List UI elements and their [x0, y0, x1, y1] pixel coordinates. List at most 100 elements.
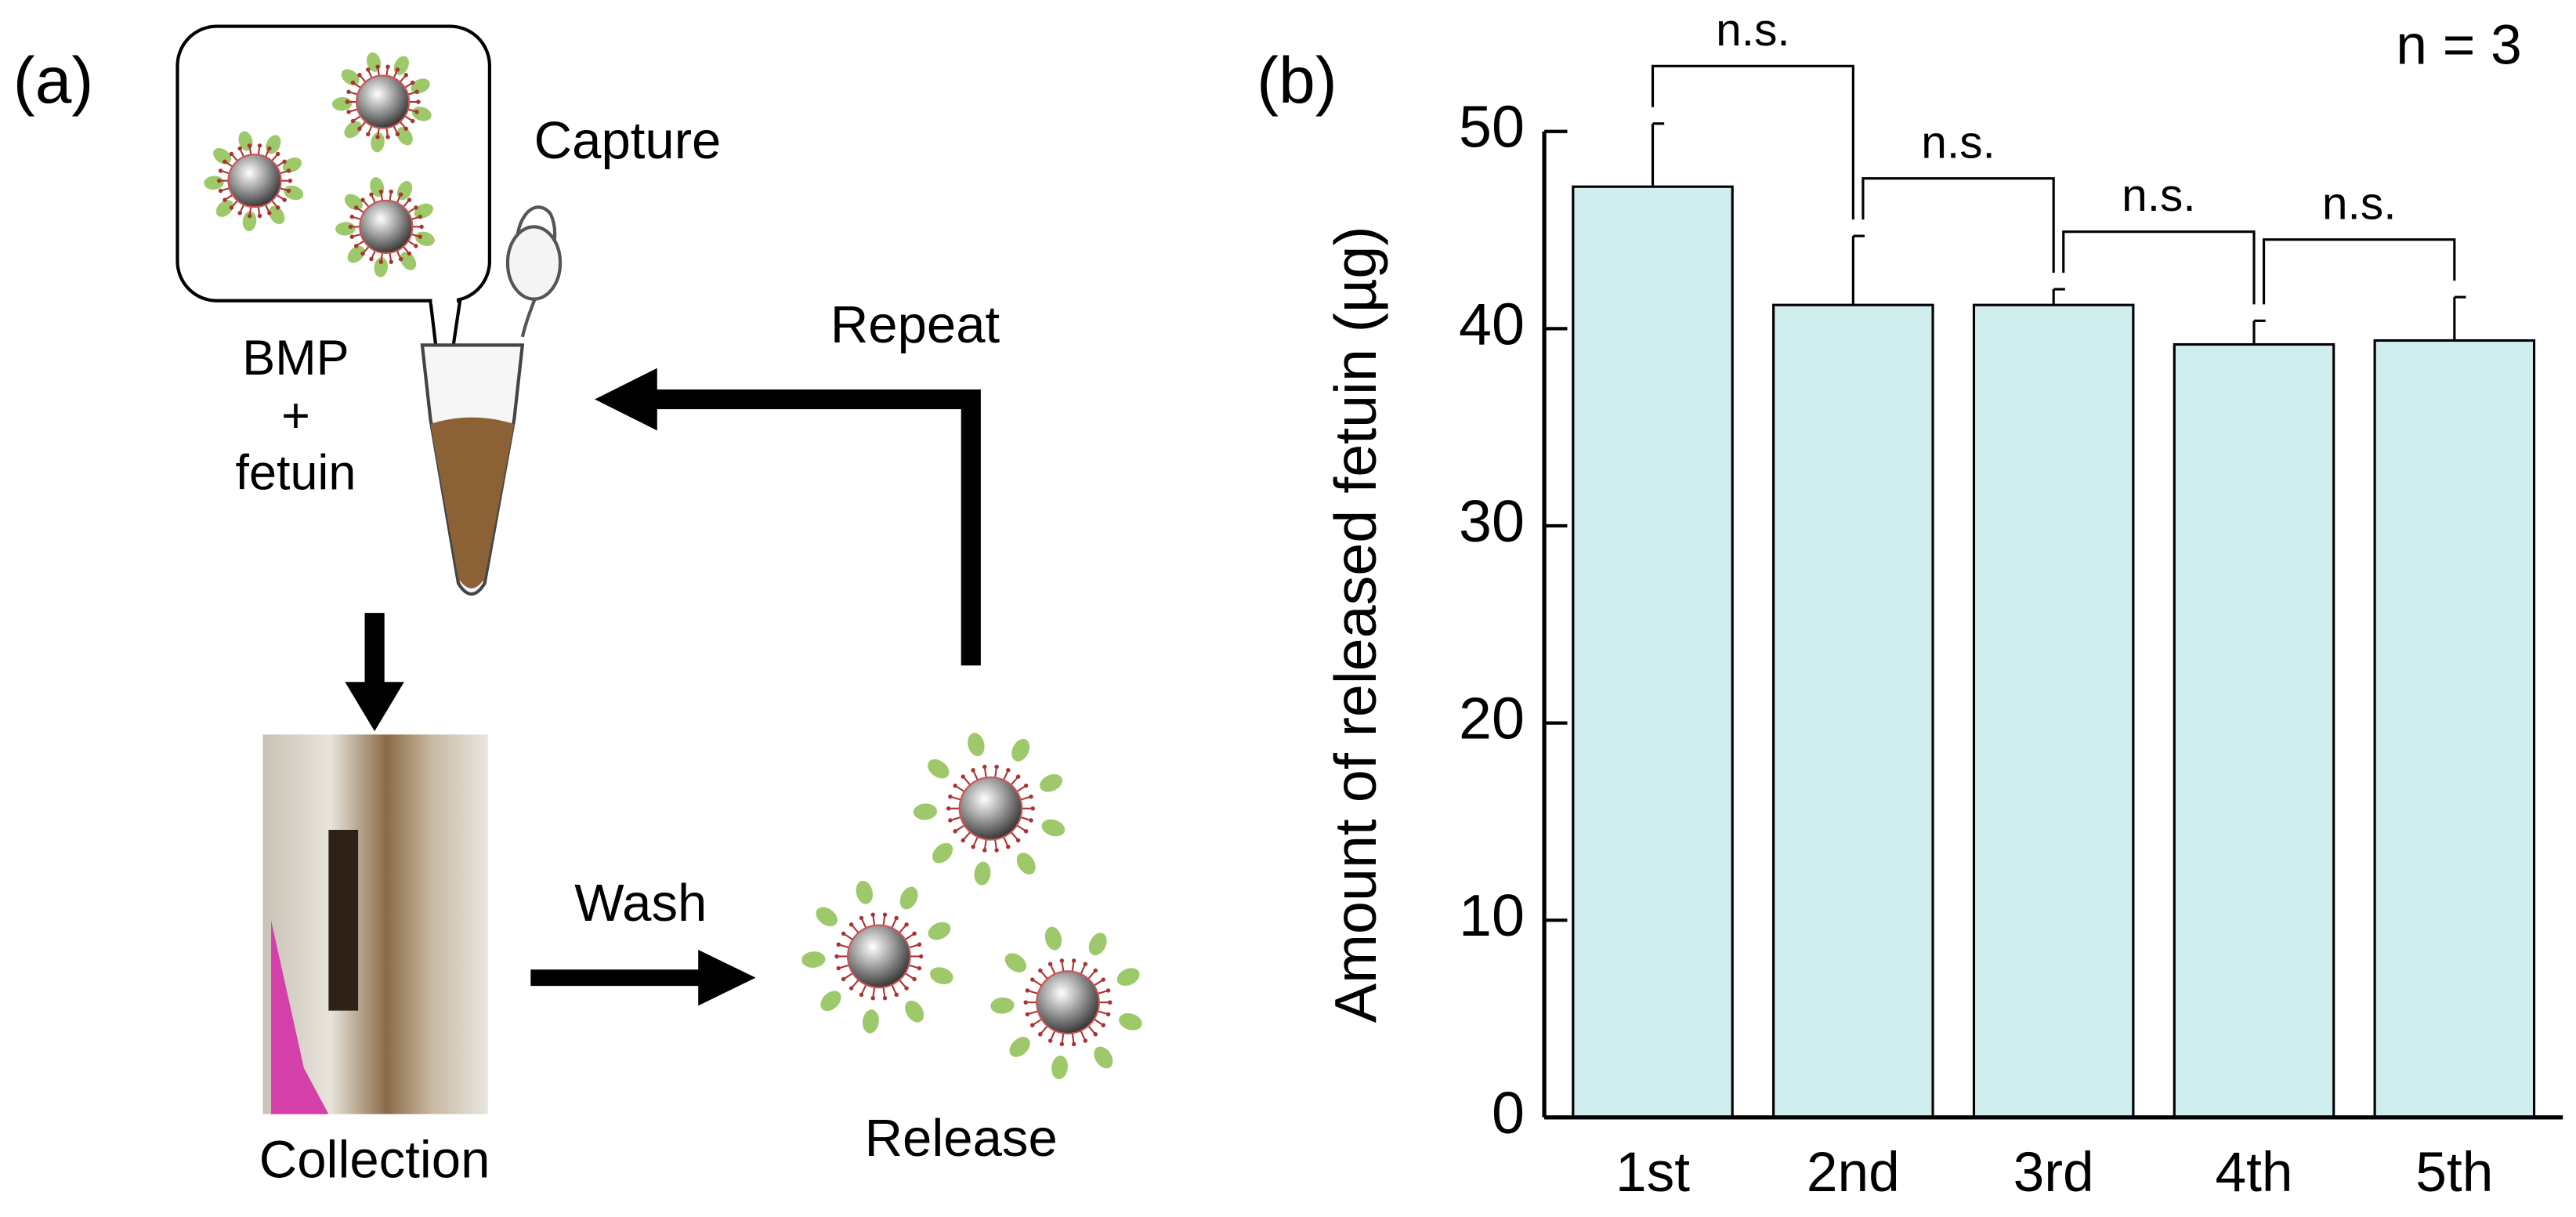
fetuin-blob	[374, 257, 389, 277]
release-label: Release	[865, 1109, 1058, 1168]
ligand-tip	[1015, 774, 1021, 779]
ligand-tip	[917, 965, 922, 971]
ligand-tip	[848, 986, 854, 991]
fetuin-blob	[414, 203, 433, 219]
significance-label: n.s.	[2122, 170, 2196, 221]
ligand-tip	[403, 126, 408, 131]
ligand-tip	[349, 214, 355, 219]
significance-bracket	[1861, 177, 2055, 273]
ligand-tip	[971, 844, 975, 849]
ligand-tip	[894, 992, 899, 998]
ligand-tip	[375, 64, 380, 69]
ligand-tip	[357, 73, 362, 78]
ligand-tip	[398, 256, 403, 262]
ligand-tip	[288, 178, 293, 183]
y-tick-label: 0	[1492, 1080, 1525, 1146]
ligand-tip	[378, 189, 384, 194]
ligand-tip	[917, 942, 922, 947]
ligand-tip	[982, 848, 987, 853]
wash-label: Wash	[574, 874, 707, 933]
fetuin-label: fetuin	[236, 446, 356, 501]
ligand-tip	[912, 976, 917, 982]
fetuin-blob	[215, 200, 233, 217]
ligand-tip	[1025, 1012, 1030, 1017]
fetuin-blob	[396, 127, 413, 146]
ligand-tip	[414, 244, 418, 248]
rack-pink	[270, 920, 329, 1114]
fetuin-blob	[905, 1000, 924, 1023]
ligand-tip	[894, 915, 899, 921]
ligand-tip	[1083, 1038, 1088, 1043]
y-tick-label: 40	[1459, 291, 1525, 357]
nanoparticle	[204, 131, 304, 231]
nanoparticle	[913, 733, 1065, 886]
ligand-tip	[912, 931, 917, 936]
ligand-tip	[257, 143, 262, 148]
ligand-tip	[882, 995, 888, 1001]
ligand-tip	[267, 146, 272, 151]
ligand-tip	[375, 135, 380, 139]
ligand-tip	[407, 197, 412, 202]
fetuin-blob	[820, 991, 841, 1012]
magnet-shadow	[328, 829, 359, 1011]
tube-liquid	[430, 417, 515, 589]
ligand-tip	[948, 818, 953, 823]
y-tick-label: 50	[1459, 94, 1525, 160]
ligand-tip	[414, 205, 418, 210]
ligand-tip	[904, 986, 909, 991]
fetuin-blob	[968, 733, 985, 757]
ligand-tip	[349, 234, 355, 239]
ligand-tip	[275, 151, 280, 157]
ligand-tip	[882, 912, 888, 917]
diagram: (a) Capture BMP + fetuin Collection Wash…	[13, 24, 1337, 1189]
ligand-tip	[229, 205, 234, 210]
ligand-tip	[1105, 1012, 1111, 1017]
ligand-tip	[369, 192, 374, 197]
ligand-tip	[1108, 1000, 1113, 1005]
fetuin-blob	[856, 880, 874, 904]
ligand-tip	[218, 188, 223, 194]
fetuin-blob	[913, 803, 938, 820]
plus-label: +	[281, 388, 310, 443]
ligand-tip	[353, 205, 359, 210]
collection-label: Collection	[259, 1130, 490, 1189]
ligand-tip	[366, 67, 371, 72]
fetuin-blob	[371, 132, 385, 153]
ligand-tip	[1047, 1038, 1053, 1043]
ligand-tip	[848, 922, 854, 927]
ligand-tip	[836, 942, 841, 947]
repeat-label: Repeat	[830, 295, 1000, 354]
ligand-tip	[948, 794, 953, 799]
y-tick-label: 30	[1459, 488, 1525, 554]
ligand-tip	[389, 189, 393, 194]
ligand-tip	[953, 829, 957, 834]
bar	[1572, 185, 1734, 1119]
significance-bracket	[2062, 230, 2256, 305]
particle-core	[227, 154, 282, 208]
x-tick-label: 3rd	[2013, 1141, 2094, 1204]
ligand-tip	[247, 213, 252, 219]
capture-label: Capture	[534, 111, 722, 170]
ligand-tip	[834, 954, 839, 959]
down-arrow	[345, 613, 404, 732]
ligand-tip	[398, 192, 403, 197]
collection-photo	[262, 734, 488, 1114]
ligand-tip	[961, 774, 965, 779]
ligand-tip	[223, 197, 227, 202]
particle-core	[359, 199, 414, 254]
ligand-tip	[257, 213, 262, 219]
ligand-tip	[870, 912, 875, 917]
fetuin-blob	[213, 147, 232, 165]
ligand-tip	[971, 768, 975, 773]
ligand-tip	[1071, 1041, 1076, 1047]
bar	[2173, 342, 2335, 1119]
ligand-tip	[366, 132, 371, 136]
nanoparticle	[335, 177, 435, 277]
fetuin-blob	[1051, 1056, 1068, 1080]
ligand-tip	[223, 159, 227, 164]
fetuin-blob	[269, 205, 285, 225]
ligand-tip	[1023, 1000, 1028, 1005]
fetuin-blob	[974, 861, 991, 886]
repeat-arrow	[595, 368, 981, 666]
